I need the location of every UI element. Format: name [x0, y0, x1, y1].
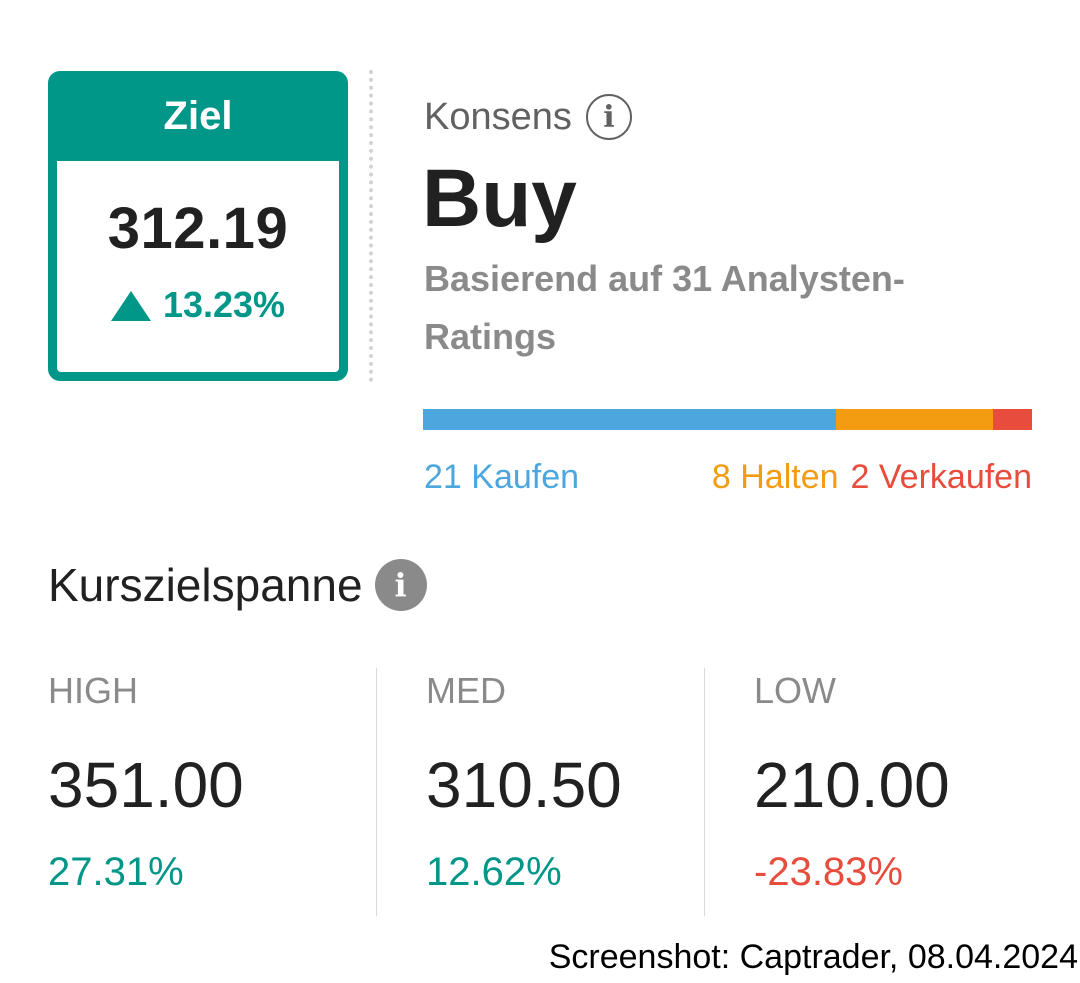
rating-segment-hold: [835, 409, 993, 430]
range-col-med: MED 310.50 12.62%: [426, 670, 622, 895]
range-divider: [704, 668, 705, 916]
target-body: 312.19 13.23%: [57, 161, 339, 372]
range-label-high: HIGH: [48, 670, 138, 711]
target-change-value: 13.23%: [162, 284, 286, 325]
range-col-high: HIGH 351.00 27.31%: [48, 670, 244, 895]
rating-label-buy: 21 Kaufen: [424, 458, 580, 496]
triangle-up-icon: [110, 291, 151, 321]
rating-labels-right: 8 Halten 2 Verkaufen: [712, 458, 1032, 497]
screenshot-caption: Screenshot: Captrader, 08.04.2024: [548, 938, 1078, 977]
range-pct-high: 27.31%: [48, 850, 184, 894]
range-value-low: 210.00: [754, 749, 950, 821]
rating-distribution-bar: [423, 409, 1032, 430]
dotted-divider: [369, 70, 373, 382]
rating-label-hold: 8 Halten: [711, 458, 839, 496]
target-price: 312.19: [107, 196, 289, 261]
range-label-low: LOW: [754, 670, 837, 711]
range-label-med: MED: [426, 670, 506, 711]
rating-segment-buy: [423, 409, 836, 430]
range-title: Kurszielspanne: [48, 559, 363, 611]
consensus-label-row: Konsens i: [424, 94, 632, 140]
range-value-high: 351.00: [48, 749, 244, 821]
info-filled-icon[interactable]: i: [374, 559, 427, 611]
rating-segment-sell: [992, 409, 1032, 430]
range-divider: [376, 668, 377, 916]
range-pct-low: -23.83%: [754, 850, 903, 894]
range-title-row: Kurszielspanne i: [48, 558, 427, 612]
target-header: Ziel: [163, 93, 233, 138]
range-value-med: 310.50: [426, 749, 622, 821]
consensus-rating: Buy: [422, 153, 577, 244]
consensus-label: Konsens: [424, 95, 572, 138]
consensus-subtitle: Basierend auf 31 Analysten-Ratings: [424, 258, 905, 357]
target-change: 13.23%: [110, 284, 286, 326]
range-col-low: LOW 210.00 -23.83%: [754, 670, 950, 895]
range-pct-med: 12.62%: [426, 850, 562, 894]
info-outline-icon[interactable]: i: [585, 94, 632, 140]
rating-label-sell: 2 Verkaufen: [850, 458, 1032, 496]
target-card: Ziel 312.19 13.23%: [48, 71, 348, 381]
